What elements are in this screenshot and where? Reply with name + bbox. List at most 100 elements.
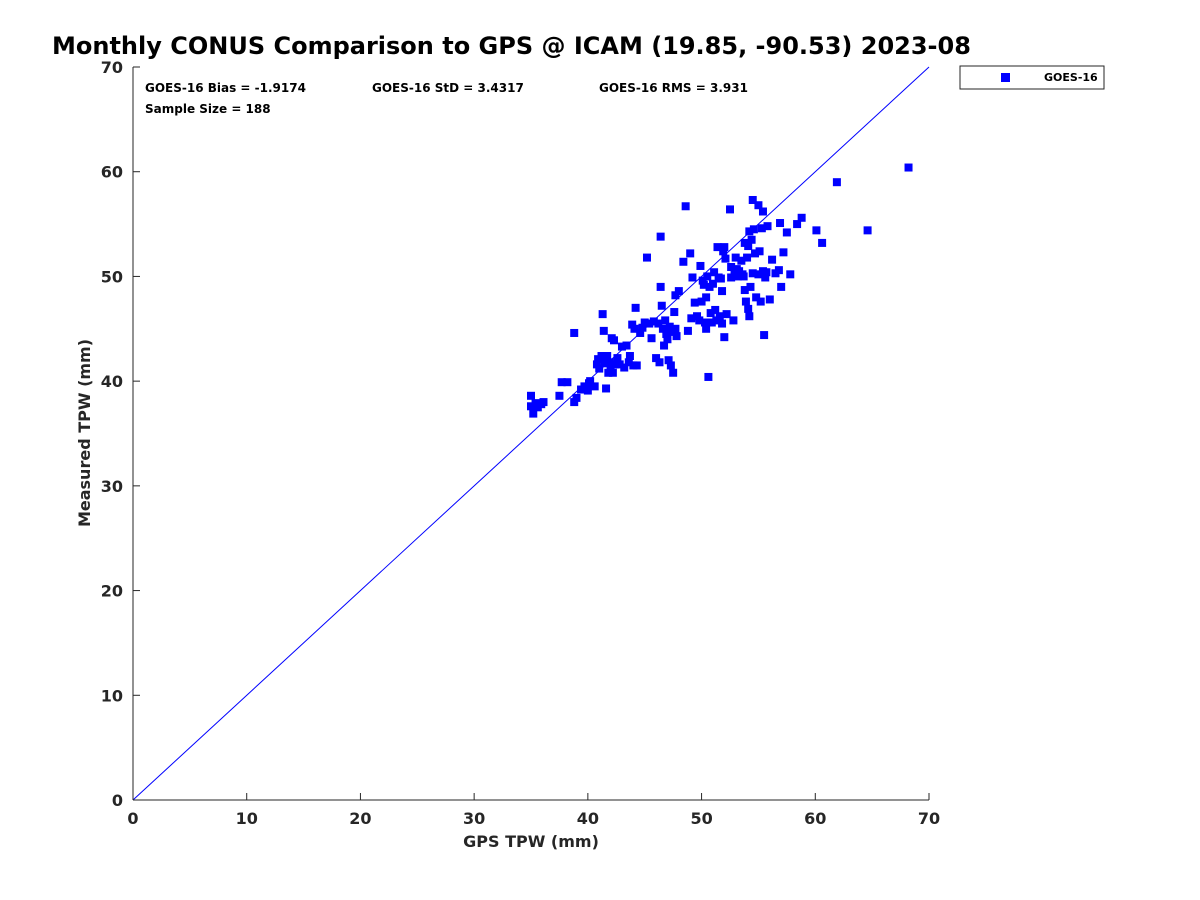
data-point xyxy=(647,334,656,343)
data-point xyxy=(670,308,679,317)
data-point xyxy=(666,361,675,370)
data-point xyxy=(690,298,699,307)
data-point xyxy=(729,316,738,325)
data-point xyxy=(656,282,665,291)
y-tick-label: 0 xyxy=(112,791,123,810)
data-point xyxy=(695,316,704,325)
data-point xyxy=(716,274,725,283)
y-tick-label: 60 xyxy=(101,163,123,182)
data-point xyxy=(777,282,786,291)
data-point xyxy=(818,238,827,247)
data-point xyxy=(572,393,581,402)
data-point xyxy=(762,268,771,277)
data-point xyxy=(602,384,611,393)
data-point xyxy=(663,335,672,344)
data-point xyxy=(741,297,750,306)
y-axis-label: Measured TPW (mm) xyxy=(75,339,94,527)
data-point xyxy=(628,320,637,329)
data-point xyxy=(671,291,680,300)
data-point xyxy=(671,324,680,333)
data-point xyxy=(763,222,772,231)
data-point xyxy=(737,256,746,265)
data-point xyxy=(539,398,548,407)
x-tick-label: 0 xyxy=(127,809,138,828)
data-point xyxy=(686,249,695,258)
data-point xyxy=(696,261,705,270)
data-point xyxy=(786,270,795,279)
data-point xyxy=(761,273,770,282)
x-tick-label: 40 xyxy=(577,809,599,828)
data-point xyxy=(655,358,664,367)
data-point xyxy=(599,326,608,335)
data-point xyxy=(715,312,724,321)
data-point xyxy=(636,328,645,337)
data-point xyxy=(745,227,754,236)
x-tick-label: 70 xyxy=(918,809,940,828)
axis-ticks: 0 10 20 30 40 50 60 70 0 10 20 30 40 50 60 70 xyxy=(101,58,940,828)
data-point xyxy=(590,382,599,391)
data-point xyxy=(693,312,702,321)
data-point xyxy=(669,368,678,377)
data-point xyxy=(760,331,769,340)
data-point xyxy=(749,225,758,234)
data-point xyxy=(720,243,729,252)
data-point xyxy=(529,409,538,418)
data-point xyxy=(757,224,766,233)
data-point xyxy=(687,314,696,323)
x-tick-label: 20 xyxy=(349,809,371,828)
data-point xyxy=(713,243,722,252)
data-point xyxy=(662,330,671,339)
data-point xyxy=(592,360,601,369)
legend[interactable]: GOES-16 xyxy=(959,65,1105,90)
data-point xyxy=(707,318,716,327)
data-point xyxy=(595,364,604,373)
y-tick-label: 10 xyxy=(101,686,123,705)
data-point xyxy=(645,319,654,328)
data-point xyxy=(779,248,788,257)
data-point xyxy=(624,358,633,367)
data-point xyxy=(638,323,647,332)
data-point xyxy=(657,301,666,310)
data-point xyxy=(631,303,640,312)
data-point xyxy=(697,297,706,306)
data-point xyxy=(904,163,913,172)
data-point xyxy=(739,272,748,281)
data-point xyxy=(531,399,540,408)
y-tick-label: 70 xyxy=(101,58,123,77)
data-point xyxy=(605,358,614,367)
x-tick-label: 10 xyxy=(236,809,258,828)
data-points xyxy=(527,163,913,418)
legend-box xyxy=(959,65,1105,90)
data-point xyxy=(664,356,673,365)
data-point xyxy=(793,220,802,229)
plot-area: 0 10 20 30 40 50 60 70 0 10 20 30 40 50 60 70 xyxy=(101,58,940,828)
data-point xyxy=(642,253,651,262)
data-point xyxy=(658,324,667,333)
data-point xyxy=(782,228,791,237)
data-point xyxy=(603,352,612,361)
data-point xyxy=(744,242,753,251)
data-point xyxy=(744,304,753,313)
data-point xyxy=(688,273,697,282)
data-point xyxy=(748,269,757,278)
stat-rms: GOES-16 RMS = 3.931 xyxy=(599,81,748,95)
data-point xyxy=(557,378,566,387)
data-point xyxy=(699,280,708,289)
data-point xyxy=(776,219,785,228)
data-point xyxy=(751,249,760,258)
data-point xyxy=(679,257,688,266)
x-tick-label: 30 xyxy=(463,809,485,828)
data-point xyxy=(652,354,661,363)
data-point xyxy=(710,268,719,277)
data-point xyxy=(570,398,579,407)
data-point xyxy=(660,341,669,350)
data-point xyxy=(527,391,535,400)
data-point xyxy=(527,402,535,411)
legend-label-goes-16: GOES-16 xyxy=(1044,71,1098,84)
data-point xyxy=(733,272,742,281)
data-point xyxy=(598,310,607,319)
x-axis-label: GPS TPW (mm) xyxy=(463,832,599,851)
data-point xyxy=(740,286,749,295)
data-point xyxy=(718,287,727,296)
